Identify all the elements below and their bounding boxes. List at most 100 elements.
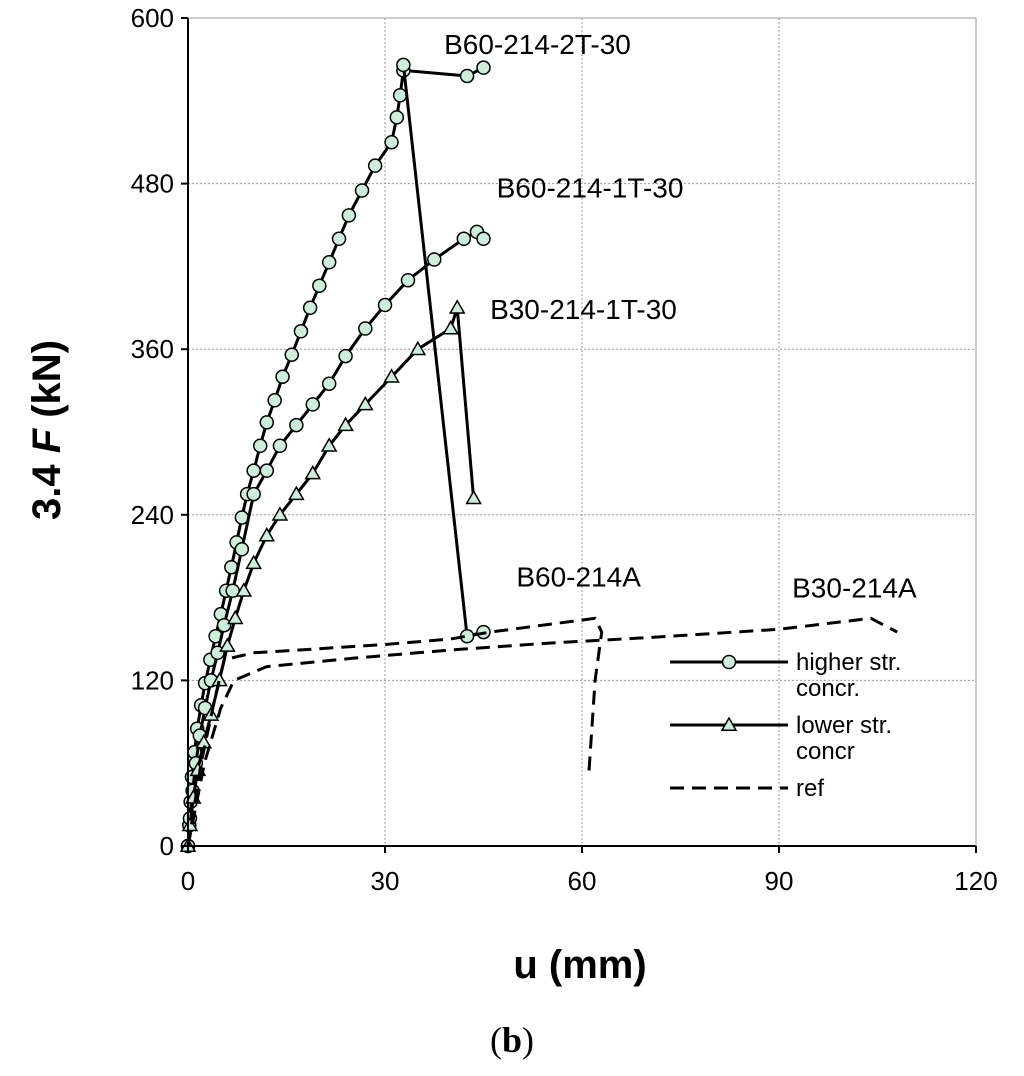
series-layer (179, 57, 898, 854)
data-point (448, 299, 466, 314)
data-point (288, 485, 305, 501)
data-point (338, 348, 353, 364)
data-point (258, 526, 276, 542)
data-point (259, 415, 275, 430)
series-annotation: B30-214A (792, 573, 917, 604)
data-point (476, 60, 491, 75)
legend-entry: ref (670, 775, 824, 802)
data-point (459, 68, 475, 84)
legend: higher str.concr. lower str.concr ref (670, 649, 901, 802)
data-point (321, 255, 337, 270)
data-point (267, 393, 282, 408)
series-annotation: B60-214-1T-30 (497, 172, 684, 203)
grid (188, 18, 976, 846)
data-point (293, 324, 309, 339)
data-point (384, 134, 399, 150)
data-point (320, 437, 338, 452)
data-point (219, 637, 236, 652)
data-point (341, 208, 357, 223)
data-point (357, 395, 374, 411)
data-point (259, 463, 275, 478)
y-tick-label: 120 (131, 665, 174, 695)
data-point (246, 463, 261, 478)
legend-entry: higher str.concr. (670, 649, 901, 702)
series-annotation: B60-214-2T-30 (444, 29, 631, 60)
series (396, 57, 491, 644)
data-point (216, 617, 232, 633)
data-point (272, 438, 288, 454)
data-point (396, 57, 411, 73)
y-tick-label: 360 (131, 334, 174, 364)
data-point (721, 654, 737, 670)
data-point (337, 416, 354, 432)
data-point (235, 582, 253, 597)
data-point (331, 231, 347, 247)
data-point (252, 438, 268, 454)
y-axis-label: 3.4 F (kN) (25, 340, 69, 520)
data-point (226, 609, 244, 625)
legend-entry: lower str.concr (670, 712, 892, 765)
series (186, 616, 604, 847)
x-tick-label: 30 (371, 866, 400, 896)
data-point (275, 369, 290, 385)
data-point (304, 464, 322, 480)
annotations: B60-214-2T-30 B60-214-1T-30 B30-214-1T-30 B… (444, 29, 917, 604)
series-line (186, 66, 485, 847)
data-point (234, 542, 250, 557)
series (186, 616, 898, 847)
series-annotation: B30-214-1T-30 (490, 294, 677, 325)
data-point (284, 347, 300, 362)
data-point (245, 554, 262, 570)
data-point (211, 671, 228, 687)
legend-label: concr. (796, 675, 860, 702)
data-point (400, 272, 416, 288)
figure-caption: (b) (490, 1020, 534, 1060)
data-point (305, 397, 321, 412)
y-tick-label: 240 (131, 500, 174, 530)
legend-label: ref (796, 775, 824, 802)
data-point (442, 319, 459, 335)
y-tick-label: 0 (160, 831, 174, 861)
data-point (392, 88, 408, 103)
data-point (302, 300, 318, 316)
series-line (186, 616, 898, 847)
data-point (377, 297, 393, 313)
data-point (383, 368, 400, 383)
legend-label: lower str. (796, 712, 892, 739)
x-tick-label: 120 (954, 866, 997, 896)
data-point (427, 252, 442, 267)
y-tick-label: 480 (131, 169, 174, 199)
data-point (465, 489, 482, 505)
data-point (354, 183, 370, 198)
series (180, 60, 491, 854)
data-point (720, 716, 738, 731)
caption-open-paren: ( (490, 1020, 502, 1060)
data-point (246, 486, 261, 502)
data-point (389, 110, 405, 125)
x-tick-label: 90 (765, 866, 794, 896)
data-point (271, 506, 289, 521)
legend-label: concr (796, 738, 855, 765)
y-axis-label-symbol: F (25, 427, 69, 453)
x-axis-label: u (mm) (513, 943, 646, 987)
data-point (409, 340, 427, 356)
data-point (367, 158, 383, 173)
data-point (456, 231, 472, 247)
data-point (321, 376, 337, 391)
caption-close-paren: ) (522, 1020, 534, 1060)
series (179, 299, 482, 852)
data-point (358, 321, 373, 336)
y-axis-label-prefix: 3.4 (25, 453, 69, 520)
x-tick-label: 60 (568, 866, 597, 896)
y-tick-label: 600 (131, 3, 174, 33)
data-point (476, 231, 491, 247)
series-line (186, 616, 604, 847)
data-point (289, 417, 304, 433)
x-tick-label: 0 (181, 866, 195, 896)
legend-label: higher str. (796, 649, 901, 676)
caption-letter: b (502, 1020, 522, 1060)
series (180, 224, 491, 854)
data-point (312, 278, 327, 293)
tick-labels: 0 120 240 360 480 600 0 30 60 90 120 (131, 3, 998, 896)
